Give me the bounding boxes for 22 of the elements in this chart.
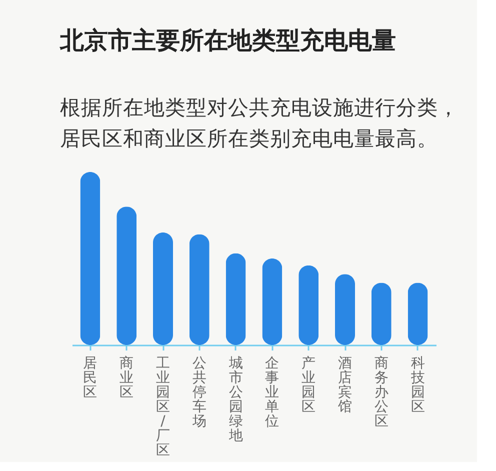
bar xyxy=(226,253,246,345)
chart-title: 北京市主要所在地类型充电电量 xyxy=(59,26,396,54)
bar xyxy=(408,282,428,345)
x-tick-label: 商务办公区 xyxy=(374,356,388,430)
x-tick-label: 企事业单位 xyxy=(265,356,280,430)
bar xyxy=(80,172,100,345)
bar xyxy=(262,258,282,345)
x-tick-label: 产业园区 xyxy=(302,356,316,415)
bar xyxy=(298,265,319,345)
bar xyxy=(153,232,173,345)
x-tick-label: 酒店宾馆 xyxy=(337,356,352,415)
bar xyxy=(371,282,392,345)
x-tick-label: 工业园区/厂区 xyxy=(156,356,170,458)
bar xyxy=(335,274,355,345)
x-tick-label: 商业区 xyxy=(120,356,134,400)
bar xyxy=(116,206,137,345)
x-tick-label: 城市公园绿地 xyxy=(228,356,243,444)
chart-subtitle: 根据所在地类型对公共充电设施进行分类，居民区和商业区所在类别充电电量最高。 xyxy=(60,96,459,150)
x-tick-label: 科技园区 xyxy=(410,356,425,415)
x-tick-label: 居民区 xyxy=(83,356,98,400)
x-tick-label: 公共停车场 xyxy=(191,356,206,430)
bar xyxy=(189,234,210,345)
